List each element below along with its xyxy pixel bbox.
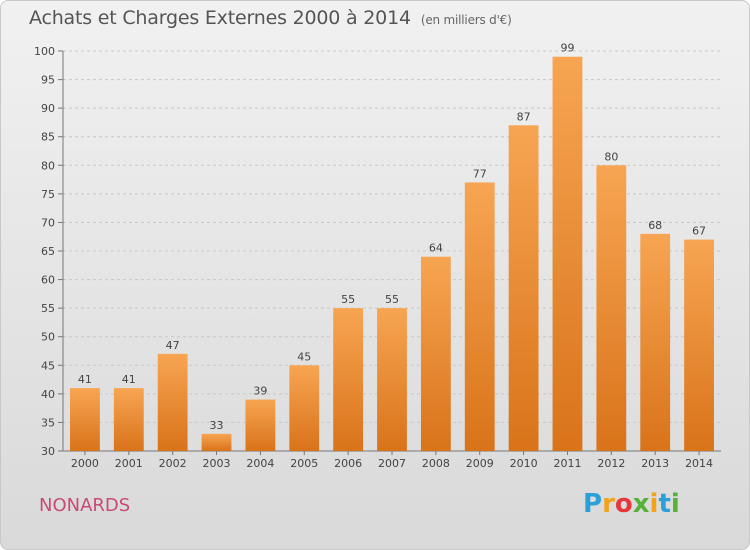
value-label: 39: [253, 385, 267, 398]
proxiti-logo: Proxiti: [583, 489, 680, 519]
value-label: 77: [473, 167, 487, 180]
y-tick-label: 75: [41, 188, 55, 201]
x-tick-label: 2011: [553, 457, 581, 470]
labels: 41 41 47 33 39 45 55 55 64 77 87 99 80 68 67: [78, 42, 706, 432]
y-tick-label: 100: [34, 45, 55, 58]
x-tick-label: 2008: [422, 457, 450, 470]
y-tick-label: 45: [41, 359, 55, 372]
y-tick-label: 85: [41, 131, 55, 144]
bar: [508, 125, 539, 452]
bar: [640, 233, 671, 451]
x-tick-label: 2005: [290, 457, 318, 470]
bar: [684, 239, 714, 451]
bars: [70, 56, 714, 452]
y-tick-label: 70: [41, 216, 55, 229]
logo-letter: x: [632, 489, 650, 519]
chart-subtitle: (en milliers d'€): [420, 13, 512, 27]
y-tick-label: 40: [41, 388, 55, 401]
bar: [201, 433, 232, 451]
bar: [420, 256, 451, 451]
value-label: 47: [166, 339, 180, 352]
bar: [464, 182, 495, 451]
x-tick-label: 2014: [685, 457, 713, 470]
y-tick-label: 35: [41, 416, 55, 429]
value-label: 55: [385, 293, 399, 306]
logo-letter: i: [649, 489, 659, 519]
y-tick-label: 50: [41, 331, 55, 344]
y-tick-label: 55: [41, 302, 55, 315]
x-tick-label: 2000: [71, 457, 99, 470]
x-tick-label: 2013: [641, 457, 669, 470]
value-label: 80: [604, 150, 618, 163]
y-tick-label: 95: [41, 74, 55, 87]
logo-letter: o: [614, 489, 633, 519]
x-tick-label: 2007: [378, 457, 406, 470]
value-label: 55: [341, 293, 355, 306]
bar: [289, 365, 320, 451]
value-label: 87: [517, 110, 531, 123]
y-tick-label: 60: [41, 274, 55, 287]
logo-letter: P: [583, 489, 603, 519]
bar: [245, 399, 276, 451]
x-tick-label: 2001: [115, 457, 143, 470]
value-label: 64: [429, 242, 443, 255]
logo-letter: r: [602, 489, 615, 519]
bar: [552, 56, 583, 451]
bar: [70, 388, 100, 451]
value-label: 68: [648, 219, 662, 232]
chart-title-text: Achats et Charges Externes 2000 à 2014: [29, 7, 411, 29]
y-tick-label: 80: [41, 159, 55, 172]
logo-letter: t: [658, 489, 671, 519]
x-tick-label: 2004: [246, 457, 274, 470]
value-label: 99: [560, 42, 574, 55]
x-tick-label: 2003: [203, 457, 231, 470]
chart-title: Achats et Charges Externes 2000 à 2014 (e…: [29, 7, 512, 29]
value-label: 41: [78, 373, 92, 386]
value-label: 45: [297, 350, 311, 363]
bar: [377, 308, 407, 451]
y-tick-label: 65: [41, 245, 55, 258]
y-tick-label: 90: [41, 102, 55, 115]
value-label: 33: [210, 419, 224, 432]
x-tick-label: 2012: [597, 457, 625, 470]
bar: [113, 388, 144, 451]
bar: [333, 308, 364, 451]
logo-letter: i: [670, 489, 680, 519]
x-tick-label: 2002: [159, 457, 187, 470]
value-label: 41: [122, 373, 136, 386]
axes: 30 35 40 45 50 55 60 65 70 75 80 85 90 95 100 2000 2001 2…: [34, 45, 721, 470]
bar: [157, 353, 188, 451]
place-name: NONARDS: [39, 495, 131, 516]
x-tick-label: 2006: [334, 457, 362, 470]
bar: [596, 165, 627, 452]
x-tick-label: 2009: [466, 457, 494, 470]
y-tick-label: 30: [41, 445, 55, 458]
value-label: 67: [692, 225, 706, 238]
x-tick-label: 2010: [510, 457, 538, 470]
